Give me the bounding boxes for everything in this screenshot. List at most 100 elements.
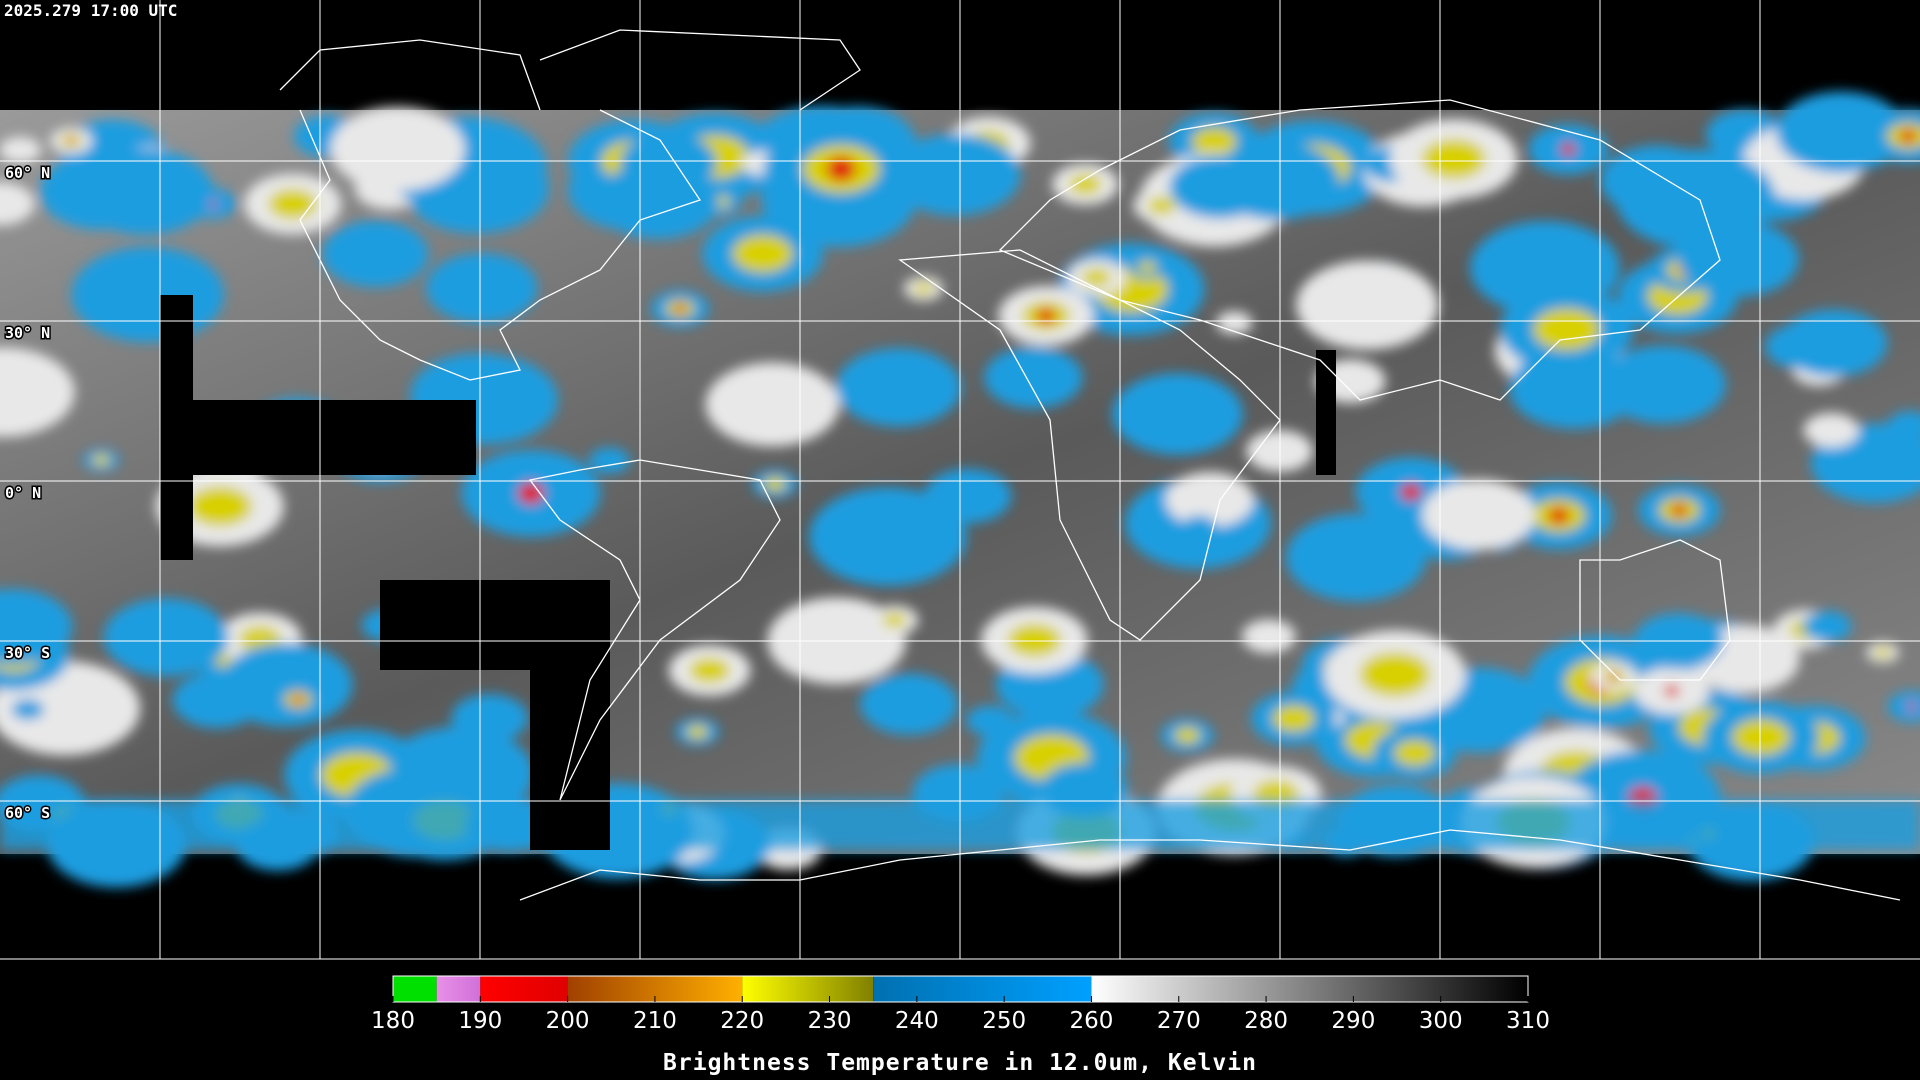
cloud-blob bbox=[11, 699, 44, 720]
colorbar-tick-label: 190 bbox=[458, 1008, 502, 1034]
latitude-label: 30° S bbox=[5, 644, 50, 662]
cloud-core bbox=[1560, 143, 1576, 156]
cloud-blob bbox=[1112, 373, 1243, 455]
cloud-blob bbox=[172, 672, 262, 729]
colorbar-tick-label: 200 bbox=[546, 1008, 590, 1034]
colorbar-tick-label: 300 bbox=[1419, 1008, 1463, 1034]
latitude-label: 60° N bbox=[5, 164, 50, 182]
cloud-blob bbox=[596, 162, 720, 239]
cloud-core bbox=[292, 695, 304, 704]
cloud-blob bbox=[451, 694, 529, 743]
cloud-core bbox=[1007, 623, 1062, 657]
timestamp: 2025.279 17:00 UTC bbox=[4, 1, 177, 20]
colorbar-title: Brightness Temperature in 12.0um, Kelvin bbox=[663, 1050, 1257, 1076]
cloud-core bbox=[913, 282, 934, 295]
cloud-blob bbox=[0, 182, 35, 226]
cloud-core bbox=[1609, 672, 1619, 681]
latitude-label: 30° N bbox=[5, 324, 50, 342]
cloud-blob bbox=[1285, 513, 1427, 602]
colorbar-tick-label: 220 bbox=[720, 1008, 764, 1034]
coastline bbox=[898, 249, 1281, 641]
cloud-blob bbox=[71, 246, 224, 343]
colorbar-segment bbox=[393, 976, 437, 1002]
colorbar-tick-label: 210 bbox=[633, 1008, 677, 1034]
colorbar-segment bbox=[480, 976, 568, 1002]
cloud-core bbox=[1147, 196, 1176, 215]
colorbar-segment bbox=[436, 976, 481, 1002]
cloud-core bbox=[67, 137, 76, 145]
cloud-core bbox=[1174, 727, 1201, 744]
cloud-core bbox=[1037, 308, 1055, 324]
colorbar-tick-label: 260 bbox=[1070, 1008, 1114, 1034]
cloud-blob bbox=[984, 346, 1083, 409]
cloud-core bbox=[187, 486, 252, 527]
missing-data bbox=[1316, 350, 1336, 475]
cloud-core bbox=[1874, 647, 1891, 658]
coastline bbox=[1579, 539, 1731, 681]
coastline bbox=[299, 109, 702, 381]
cloud-blob bbox=[835, 348, 962, 427]
latitude-label: 0° N bbox=[5, 484, 41, 502]
colorbar-tick-label: 240 bbox=[895, 1008, 939, 1034]
colorbar-segment bbox=[1091, 976, 1528, 1002]
cloud-core bbox=[689, 657, 731, 684]
cloud-core bbox=[686, 725, 709, 739]
colorbar-tick-label: 180 bbox=[371, 1008, 415, 1034]
colorbar-tick-label: 270 bbox=[1157, 1008, 1201, 1034]
cloud-core bbox=[1393, 739, 1436, 767]
cloud-blob bbox=[1887, 691, 1920, 722]
cloud-blob bbox=[1664, 150, 1742, 199]
cloud-blob bbox=[75, 148, 214, 235]
cloud-blob bbox=[588, 447, 631, 474]
cloud-blob bbox=[1216, 311, 1253, 335]
cloud-blob bbox=[1802, 610, 1852, 642]
cloud-core bbox=[763, 477, 787, 492]
colorbar-tick-label: 280 bbox=[1244, 1008, 1288, 1034]
cloud-core bbox=[1272, 705, 1315, 732]
cloud-blob bbox=[1521, 266, 1562, 292]
cloud-core bbox=[826, 156, 856, 182]
cloud-core bbox=[1900, 129, 1917, 143]
coastline bbox=[279, 29, 861, 111]
latitude-label: 60° S bbox=[5, 804, 50, 822]
cloud-core bbox=[1548, 507, 1569, 524]
coastline bbox=[519, 829, 1901, 901]
cloud-blob bbox=[322, 220, 429, 288]
coastline bbox=[998, 99, 1721, 401]
cloud-blob bbox=[1165, 471, 1254, 528]
cloud-core bbox=[1731, 718, 1790, 756]
cloud-core bbox=[732, 234, 793, 273]
cloud-core bbox=[1533, 308, 1601, 351]
cloud-blob bbox=[1678, 221, 1799, 297]
cloud-blob bbox=[1765, 323, 1838, 370]
cloud-core bbox=[517, 482, 544, 505]
colorbar: 180 190 200 210 220 230 240 250 260 270 280 290 300 3… bbox=[371, 975, 1550, 1034]
cloud-blob bbox=[1632, 369, 1691, 407]
cloud-core bbox=[1068, 174, 1102, 195]
colorbar-segment bbox=[873, 976, 1092, 1002]
missing-data bbox=[530, 580, 610, 850]
cloud-core bbox=[1664, 684, 1679, 697]
cloud-blob bbox=[0, 347, 75, 437]
cloud-core bbox=[882, 612, 907, 628]
coastline bbox=[528, 459, 781, 801]
cloud-blob bbox=[705, 362, 840, 447]
cloud-core bbox=[674, 304, 686, 314]
cloud-core bbox=[268, 188, 317, 220]
cloud-blob bbox=[1246, 430, 1313, 472]
cloud-blob bbox=[1422, 479, 1536, 550]
cloud-core bbox=[1081, 268, 1112, 287]
cloud-blob bbox=[1169, 155, 1270, 219]
colorbar-frame bbox=[392, 975, 1529, 1003]
cloud-core bbox=[1191, 127, 1237, 156]
cloud-blob bbox=[1241, 619, 1296, 654]
colorbar-tick-label: 230 bbox=[808, 1008, 852, 1034]
cloud-blob bbox=[0, 136, 41, 163]
colorbar-segment bbox=[742, 976, 874, 1002]
cloud-core bbox=[1359, 652, 1431, 697]
cloud-core bbox=[1137, 261, 1157, 273]
colorbar-tick-label: 290 bbox=[1331, 1008, 1375, 1034]
cloud-blob bbox=[0, 588, 73, 665]
coastlines bbox=[279, 29, 1901, 901]
